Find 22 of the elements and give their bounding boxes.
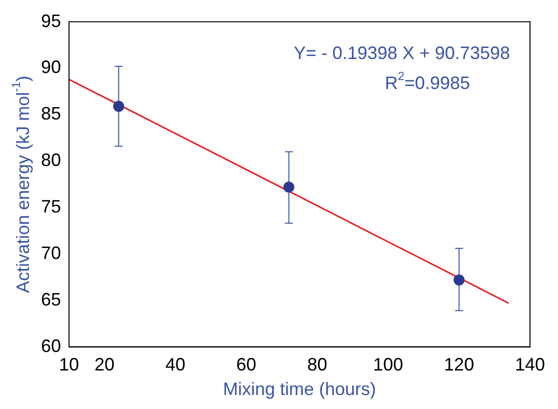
y-tick-label: 80 (40, 150, 62, 170)
point (283, 182, 294, 193)
point (454, 274, 465, 286)
x-tick-label: 40 (165, 354, 186, 375)
point (113, 100, 124, 112)
y-tick-label: 85 (40, 104, 62, 124)
x-tick-label: 140 (514, 354, 546, 375)
y-tick-label: 95 (40, 10, 62, 31)
x-tick-label: 10 (59, 354, 80, 375)
y-tick-label: 75 (40, 196, 62, 216)
x-tick-label: 80 (307, 354, 328, 375)
x-tick-label: 60 (236, 354, 256, 375)
y-tick-label: 65 (40, 289, 62, 310)
y-tick-label: 90 (40, 57, 62, 78)
x-axis-title: Mixing time (hours) (222, 379, 376, 400)
y-tick-label: 70 (40, 242, 62, 263)
x-tick-label: 100 (373, 354, 404, 375)
y-tick-label: 60 (40, 336, 62, 356)
y-axis-title: Activation energy (kJ mol-1) (10, 76, 33, 294)
x-tick-label: 20 (94, 354, 114, 375)
x-tick-label: 120 (444, 354, 474, 375)
annotation: Y= - 0.19398 X + 90.73598 (294, 42, 510, 63)
